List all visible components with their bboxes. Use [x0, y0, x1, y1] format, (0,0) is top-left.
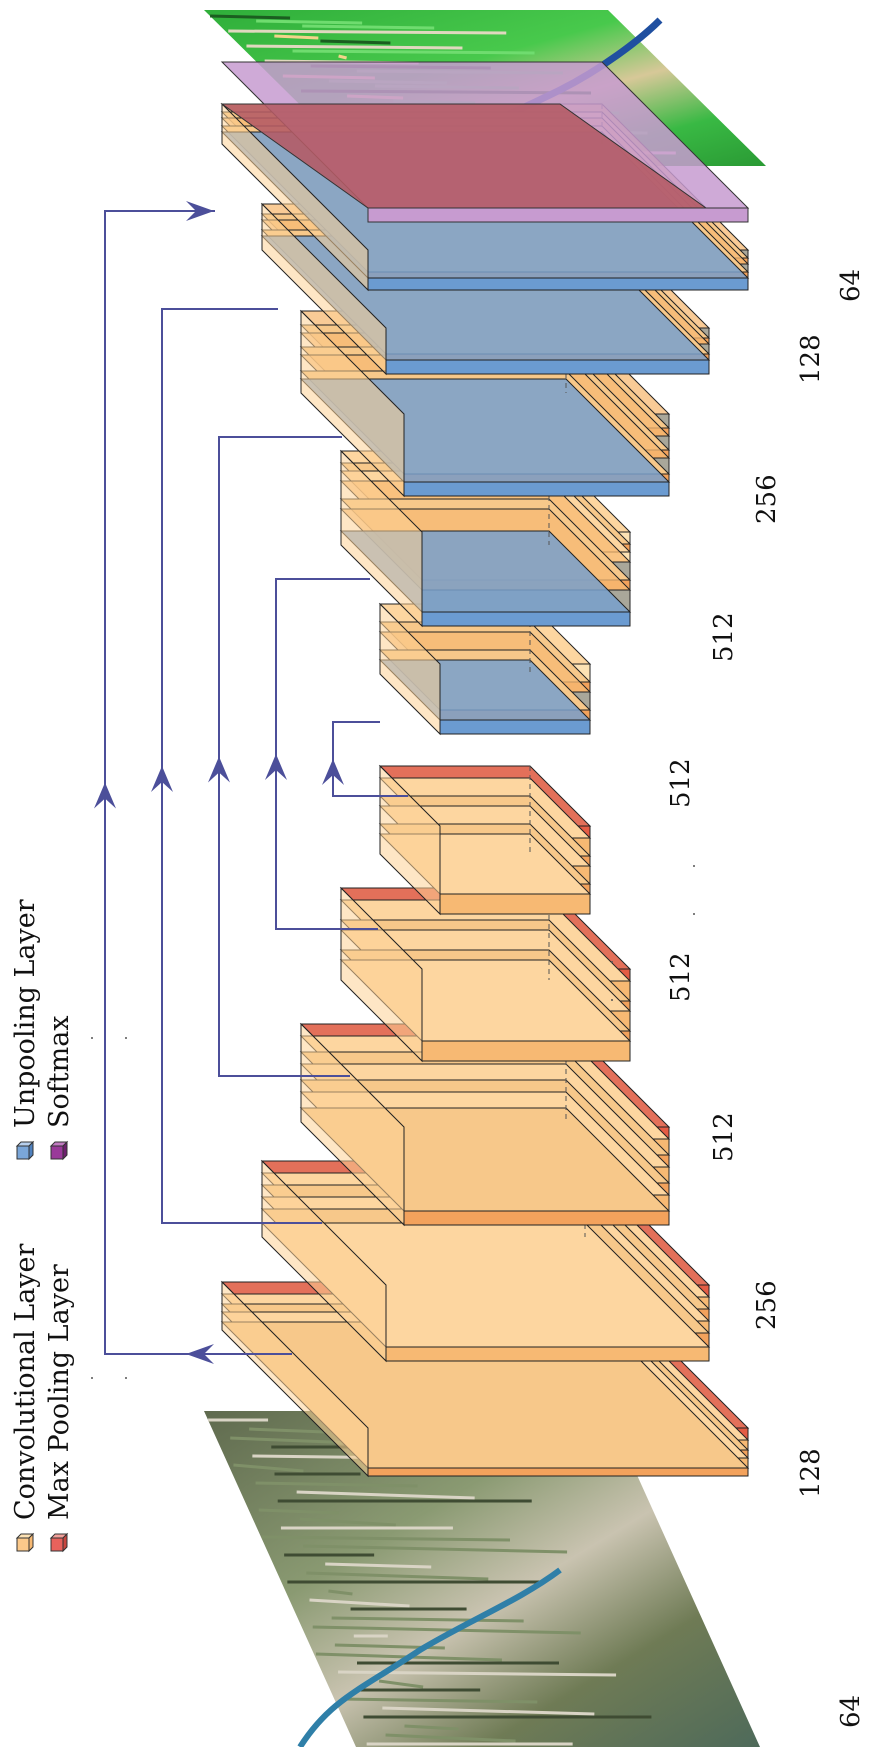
dot-marker [611, 961, 613, 963]
pooling-indices-connection-2 [151, 308, 322, 1224]
encoder-channels-1: 64 [836, 1694, 866, 1728]
dot-marker [693, 913, 695, 915]
dot-marker [91, 1037, 93, 1039]
decoder-channels-4: 128 [796, 334, 826, 384]
legend-label-softmax: Softmax [44, 1015, 75, 1128]
decoder-channels-5: 64 [836, 268, 866, 302]
dot-marker [693, 865, 695, 867]
input-arrowhead [186, 1344, 214, 1364]
legend-label-conv: Convolutional Layer [10, 1243, 41, 1520]
unpool-layer-icon [14, 1140, 36, 1167]
dot-marker [611, 999, 613, 1001]
output-arrowhead [186, 201, 214, 221]
conv-layer-icon [14, 1532, 36, 1559]
maxpool-layer-icon [48, 1532, 70, 1559]
encoder-channels-5: 512 [666, 952, 696, 1002]
encoder-block-3 [299, 1022, 671, 1227]
dot-marker [125, 1037, 127, 1039]
output-classification-layer [220, 103, 708, 209]
encoder-block-4 [339, 886, 632, 1063]
legend-label-maxpool: Max Pooling Layer [44, 1264, 75, 1520]
encoder-channels-2: 128 [796, 1448, 826, 1498]
pooling-indices-connection-3 [208, 436, 350, 1077]
encoder-block-5 [378, 764, 592, 916]
softmax-layer-icon [48, 1140, 70, 1167]
satellite-input-image [204, 1411, 760, 1752]
decoder-channels-3: 256 [752, 474, 782, 524]
encoder-block-2 [260, 1159, 711, 1363]
decoder-channels-2: 512 [709, 612, 739, 662]
legend-label-unpool: Unpooling Layer [10, 899, 41, 1128]
pooling-indices-connection-5 [322, 721, 408, 797]
dot-marker [125, 1377, 127, 1379]
encoder-channels-4: 512 [709, 1112, 739, 1162]
encoder-channels-3: 256 [752, 1280, 782, 1330]
dot-marker [91, 1377, 93, 1379]
pooling-indices-connection-4 [265, 578, 378, 930]
decoder-channels-1: 512 [666, 758, 696, 808]
